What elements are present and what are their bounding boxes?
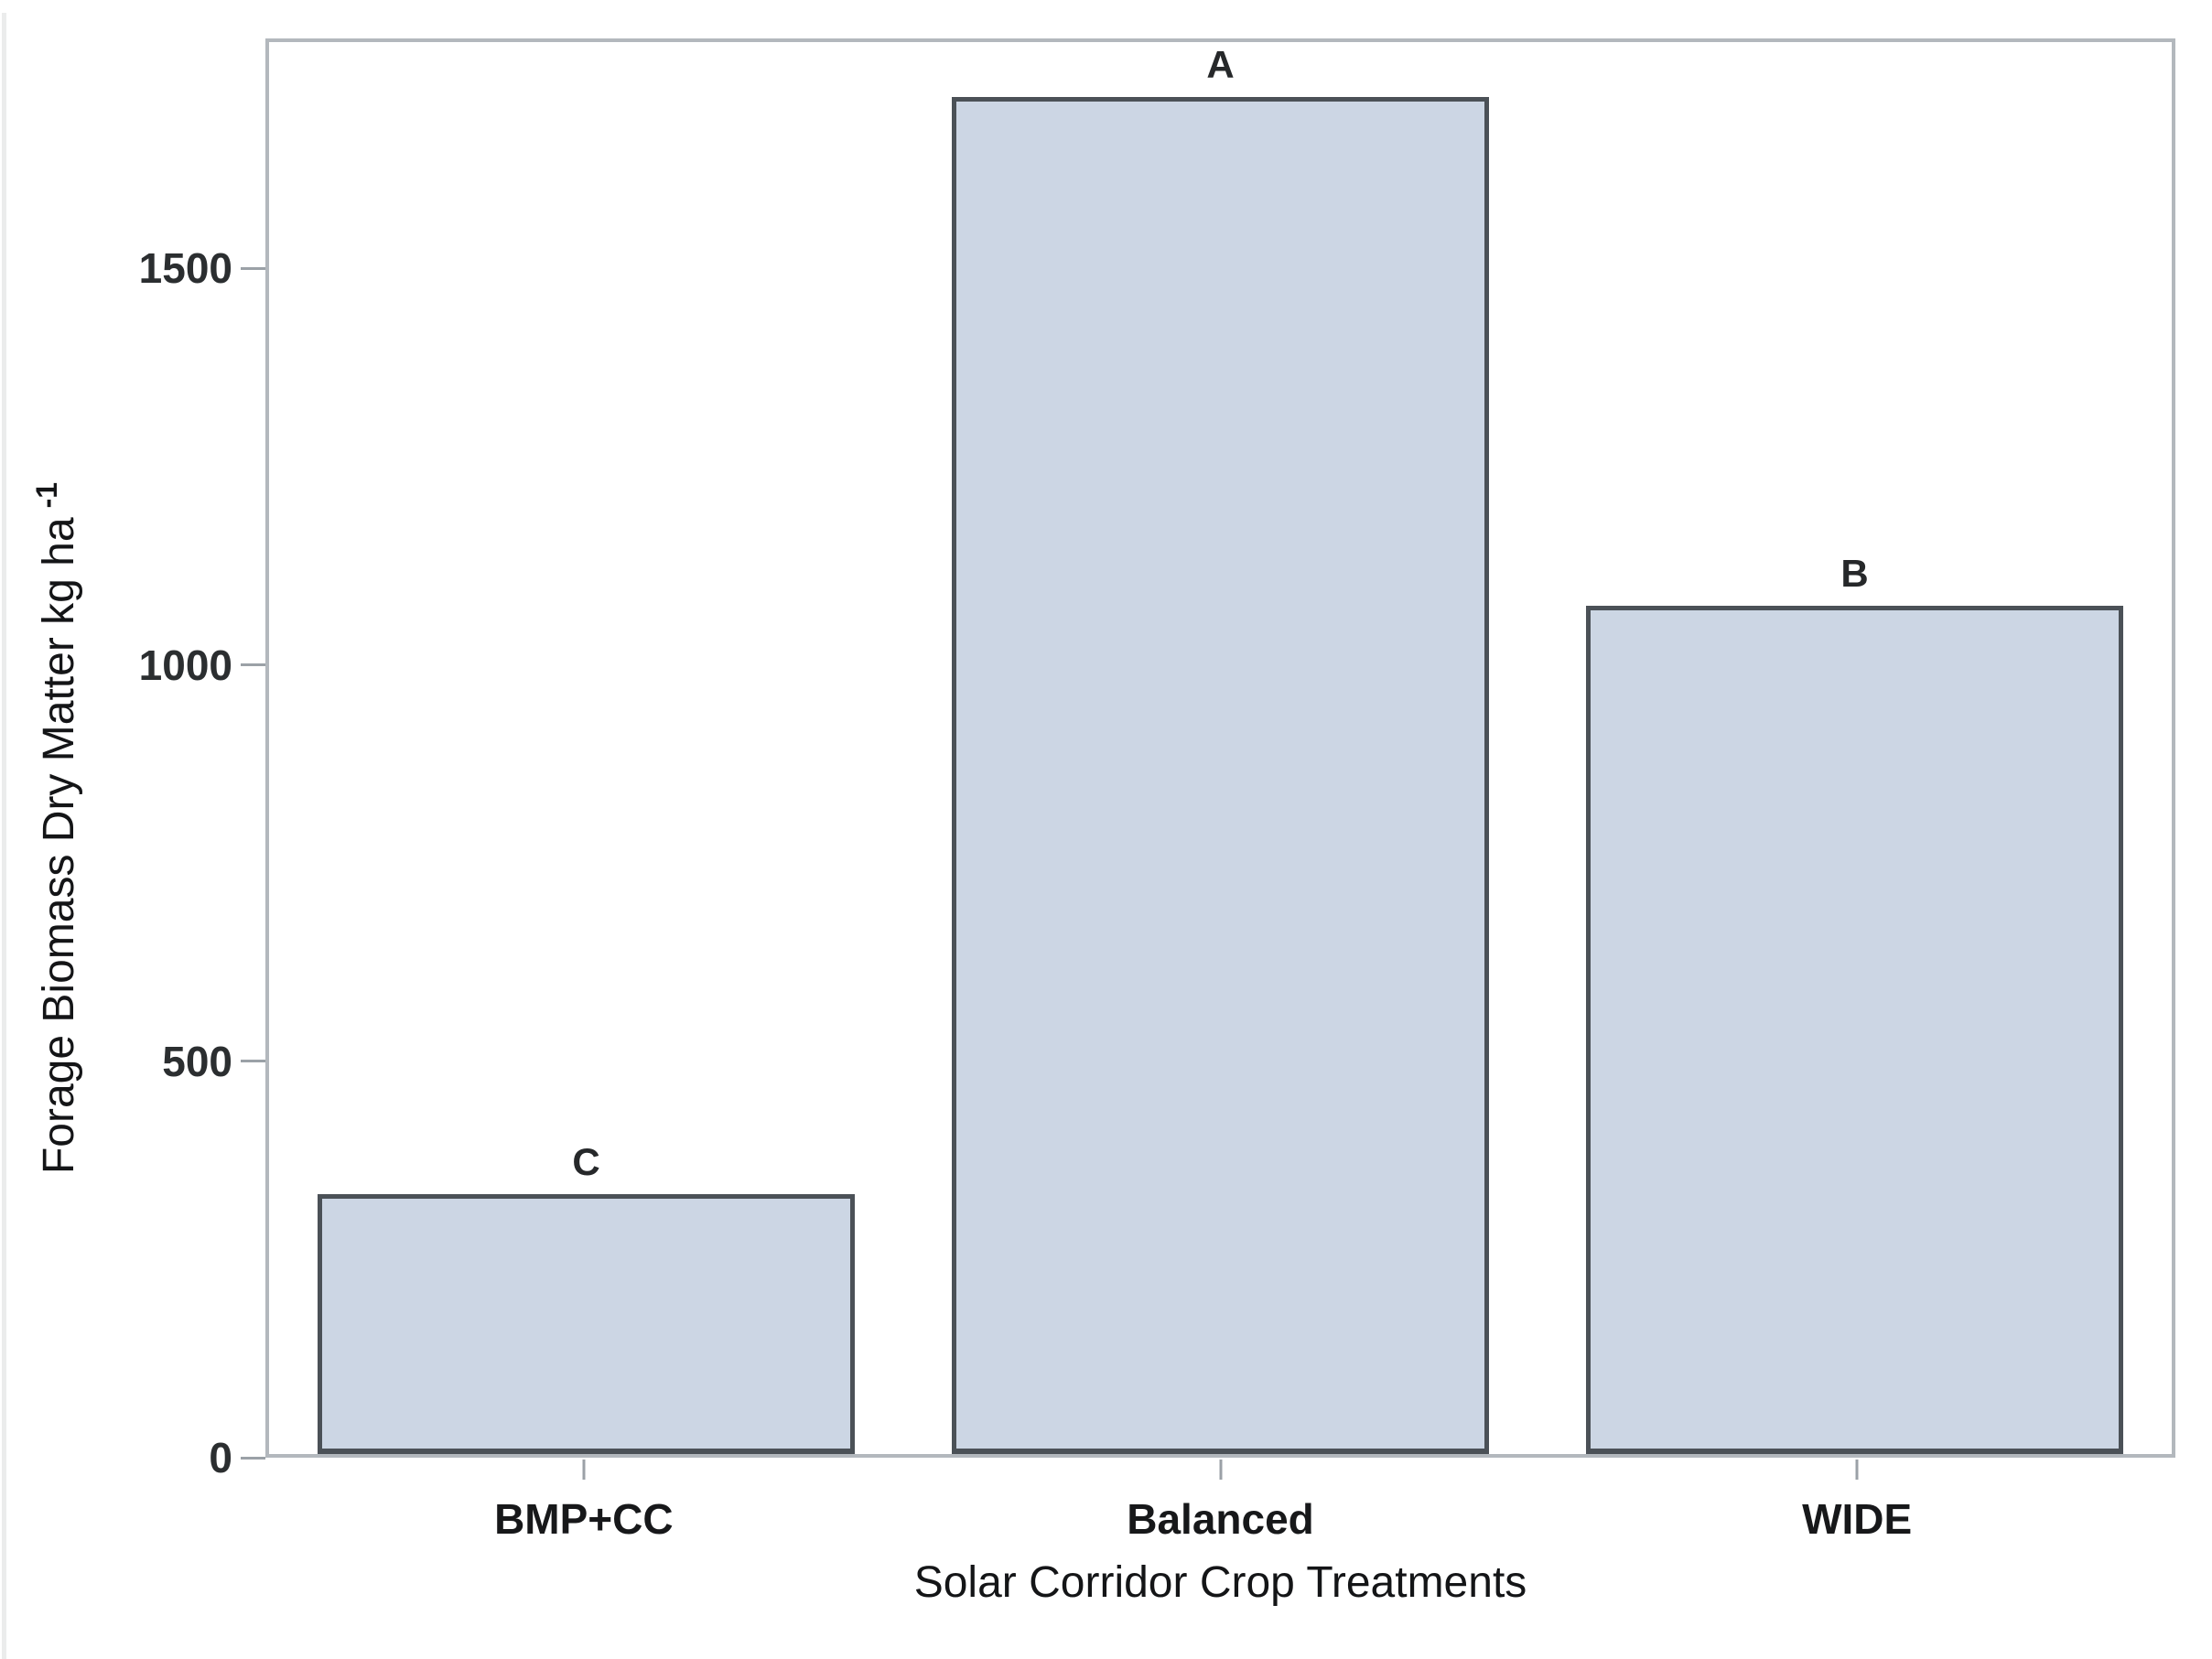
y-tick-mark [241,266,265,270]
y-tick-label: 500 [162,1037,232,1085]
x-category-label: BMP+CC [494,1495,674,1543]
x-tick-mark [1855,1460,1859,1480]
x-category-label: WIDE [1802,1495,1913,1543]
y-tick-mark [241,663,265,667]
x-tick-mark [582,1460,586,1480]
x-tick-mark [1219,1460,1222,1480]
x-category-label: Balanced [1127,1495,1314,1543]
bar-balanced [952,97,1489,1454]
scan-edge-line [2,13,6,1659]
y-tick-label: 0 [209,1434,232,1481]
y-tick-label: 1000 [138,641,232,689]
bar-significance-letter: B [1840,552,1869,596]
plot-area: C A B [265,38,2175,1458]
y-tick-mark [241,1060,265,1063]
bar-significance-letter: C [572,1139,600,1183]
x-axis-title: Solar Corridor Crop Treatments [913,1558,1527,1607]
y-tick-label: 1500 [138,244,232,293]
y-axis: 0 500 1000 1500 [0,38,265,1479]
bar-wide [1586,606,2123,1454]
x-axis: BMP+CC Balanced WIDE [265,1460,2175,1606]
bar-bmp-cc [318,1193,855,1454]
bar-significance-letter: A [1206,43,1235,87]
y-tick-mark [241,1456,265,1460]
